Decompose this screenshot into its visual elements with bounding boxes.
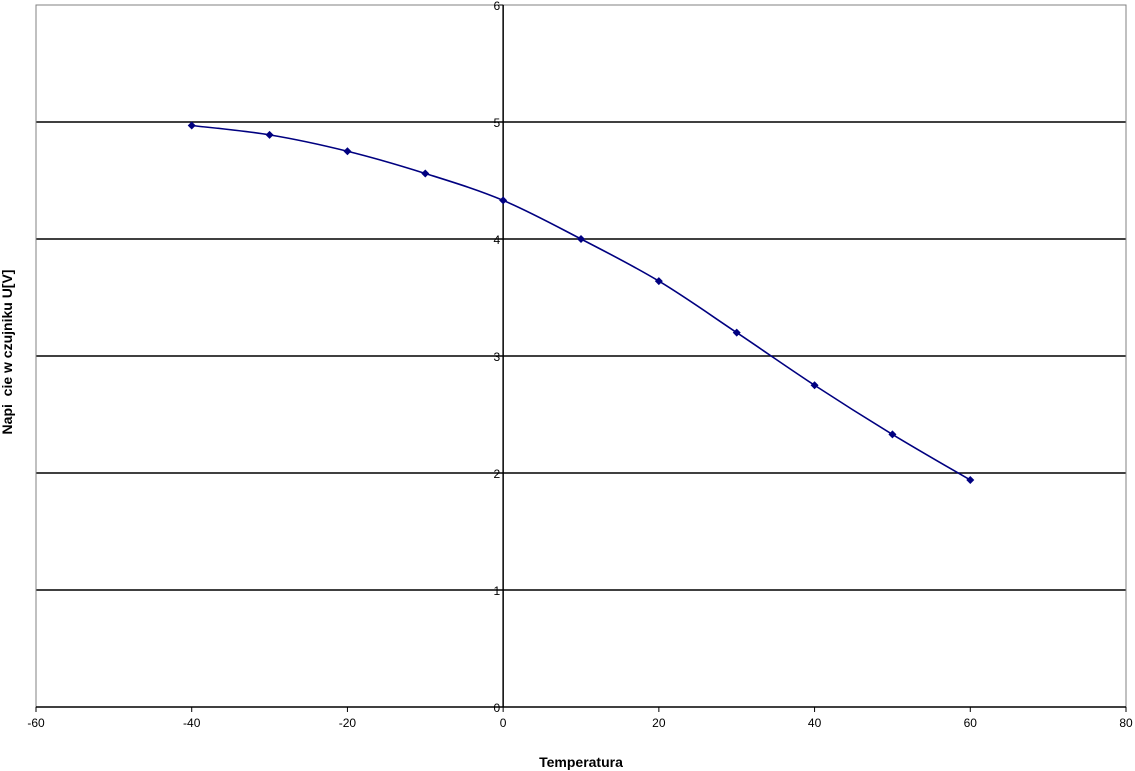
x-tick-label: -20 [339, 716, 357, 730]
x-tick-label: 0 [500, 716, 507, 730]
tick-labels: 0 1 2 3 4 5 6 -60 -40 -20 0 20 40 60 80 [27, 0, 1133, 730]
y-tick-label: 0 [493, 701, 500, 715]
data-point [888, 430, 897, 439]
series-line [191, 124, 971, 481]
y-tick-label: 1 [493, 584, 500, 598]
x-tick-label: -40 [183, 716, 201, 730]
data-point [265, 130, 274, 139]
y-tick-label: 5 [493, 116, 500, 130]
y-tick-label: 2 [493, 467, 500, 481]
x-axis-label: Temperatura [539, 754, 623, 770]
y-tick-label: 3 [493, 350, 500, 364]
y-tick-label: 4 [493, 233, 500, 247]
data-point [499, 196, 508, 205]
data-point [654, 277, 663, 286]
x-tick-label: 20 [652, 716, 666, 730]
x-tick-label: 80 [1119, 716, 1133, 730]
data-point [966, 476, 975, 485]
y-axis-label: Napi cie w czujniku U[V] [0, 270, 15, 435]
x-tick-label: -60 [27, 716, 45, 730]
series-markers [187, 121, 975, 485]
x-tick-label: 60 [964, 716, 978, 730]
axes [35, 4, 1127, 712]
data-point [577, 235, 585, 243]
gridlines [36, 121, 1126, 591]
data-point [810, 381, 819, 390]
data-point [343, 147, 352, 156]
data-point [732, 328, 741, 337]
data-point [187, 121, 196, 130]
x-tick-label: 40 [808, 716, 822, 730]
y-tick-label: 6 [493, 0, 500, 13]
data-point [421, 169, 430, 178]
